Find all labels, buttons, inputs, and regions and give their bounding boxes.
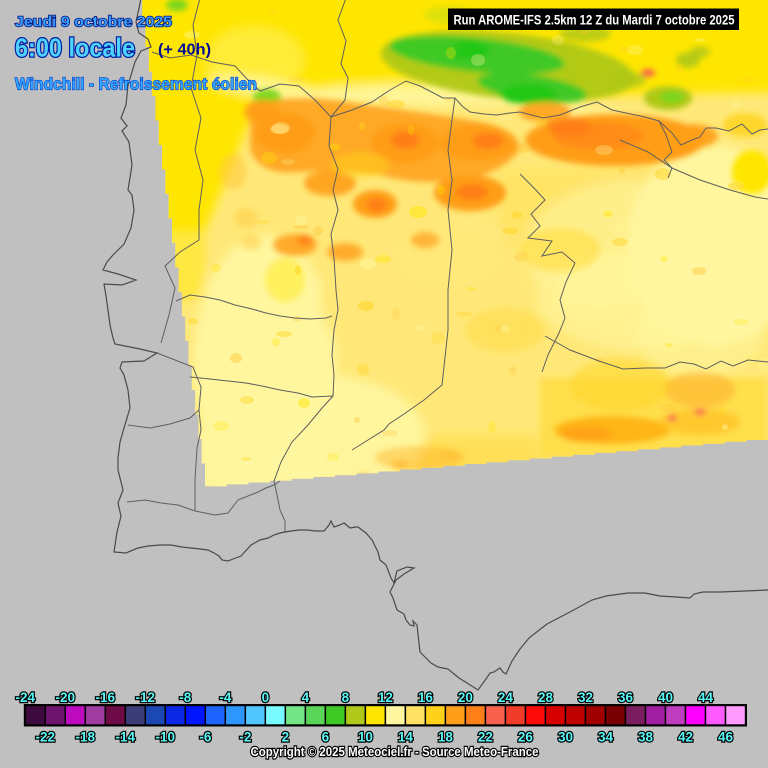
svg-text:28: 28 bbox=[538, 690, 554, 705]
svg-text:-18: -18 bbox=[76, 730, 96, 745]
svg-text:Run AROME-IFS 2.5km 12 Z du Ma: Run AROME-IFS 2.5km 12 Z du Mardi 7 octo… bbox=[454, 12, 735, 28]
svg-text:40: 40 bbox=[658, 690, 673, 705]
svg-text:34: 34 bbox=[598, 730, 614, 745]
svg-text:4: 4 bbox=[302, 690, 310, 705]
svg-text:-16: -16 bbox=[96, 690, 116, 705]
svg-text:30: 30 bbox=[558, 730, 573, 745]
svg-text:Jeudi 9 octobre 2025: Jeudi 9 octobre 2025 bbox=[15, 15, 172, 31]
svg-text:0: 0 bbox=[262, 690, 270, 705]
svg-text:42: 42 bbox=[678, 730, 693, 745]
svg-text:22: 22 bbox=[478, 730, 493, 745]
svg-text:6: 6 bbox=[322, 730, 330, 745]
svg-text:12: 12 bbox=[378, 690, 393, 705]
svg-text:-14: -14 bbox=[116, 730, 136, 745]
svg-text:8: 8 bbox=[342, 690, 350, 705]
svg-text:24: 24 bbox=[498, 690, 514, 705]
svg-text:26: 26 bbox=[518, 730, 534, 745]
svg-text:6:00 locale: 6:00 locale bbox=[15, 33, 135, 63]
svg-text:14: 14 bbox=[398, 730, 414, 745]
svg-text:-20: -20 bbox=[56, 690, 76, 705]
svg-text:(+ 40h): (+ 40h) bbox=[158, 42, 211, 59]
svg-text:36: 36 bbox=[618, 690, 634, 705]
svg-text:20: 20 bbox=[458, 690, 473, 705]
svg-text:Copyright © 2025 Meteociel.fr: Copyright © 2025 Meteociel.fr - Source M… bbox=[251, 744, 539, 759]
svg-text:-24: -24 bbox=[16, 690, 36, 705]
svg-text:-8: -8 bbox=[179, 690, 191, 705]
svg-text:16: 16 bbox=[418, 690, 434, 705]
svg-text:-22: -22 bbox=[36, 730, 56, 745]
svg-text:-12: -12 bbox=[136, 690, 156, 705]
svg-text:10: 10 bbox=[358, 730, 373, 745]
svg-text:46: 46 bbox=[718, 730, 734, 745]
svg-text:-6: -6 bbox=[199, 730, 211, 745]
svg-text:32: 32 bbox=[578, 690, 593, 705]
svg-text:44: 44 bbox=[698, 690, 714, 705]
svg-text:-10: -10 bbox=[156, 730, 176, 745]
svg-text:2: 2 bbox=[282, 730, 290, 745]
svg-text:-2: -2 bbox=[239, 730, 251, 745]
svg-text:Windchill - Refroissement éoli: Windchill - Refroissement éolien bbox=[15, 75, 257, 94]
svg-text:18: 18 bbox=[438, 730, 454, 745]
svg-text:-4: -4 bbox=[219, 690, 231, 705]
svg-text:38: 38 bbox=[638, 730, 654, 745]
